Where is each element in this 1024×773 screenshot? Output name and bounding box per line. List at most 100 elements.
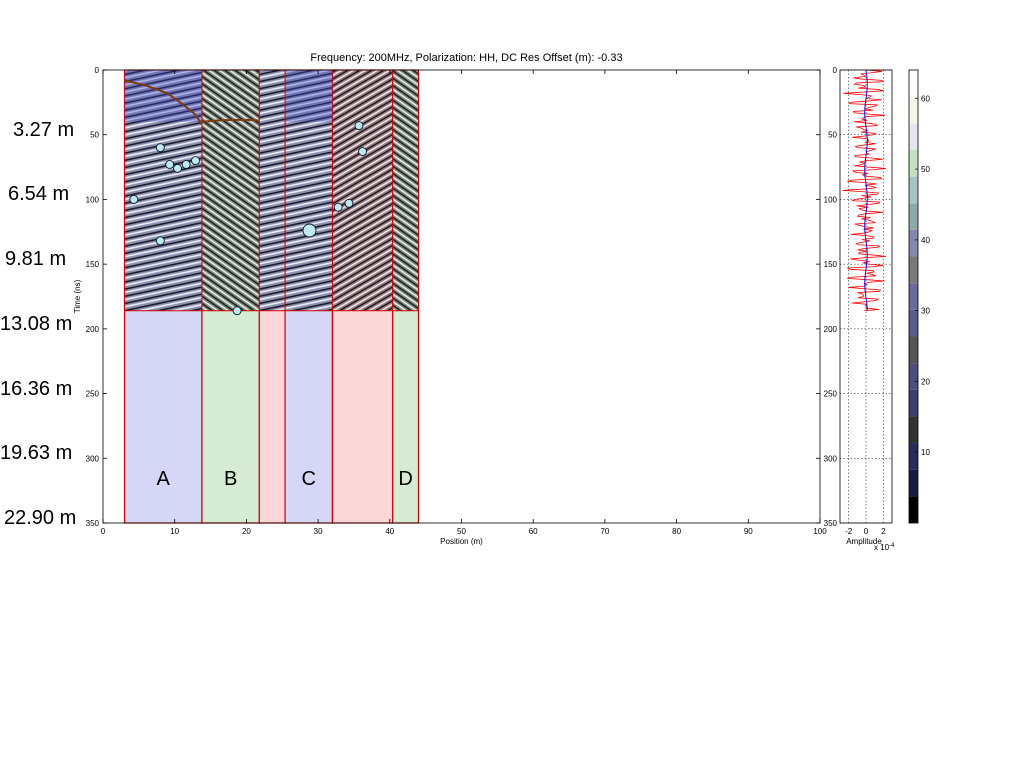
target-marker: [173, 163, 183, 173]
radar-band-3: [284, 69, 333, 312]
radargram-chart: Frequency: 200MHz, Polarization: HH, DC …: [73, 52, 827, 546]
colorbar-blocks: [909, 70, 918, 523]
colorbar-tick-label: 10: [921, 448, 930, 457]
y-tick-label: 250: [86, 390, 100, 399]
amplitude-chart: 0 50 100 150 200 250 300 350 -2 0 2 Amplitude x 1…: [824, 66, 895, 552]
colorbar-tick-label: 40: [921, 236, 930, 245]
depth-label: 6.54 m: [8, 183, 70, 206]
colorbar-block: [909, 229, 918, 257]
colorbar-block: [909, 443, 918, 470]
marker-layer: [129, 121, 368, 316]
depth-label: 16.36 m: [0, 377, 73, 400]
x-tick-label: 100: [813, 527, 827, 536]
x-tick-label: 90: [744, 527, 753, 536]
target-marker: [232, 306, 242, 316]
x-tick-label: 60: [529, 527, 538, 536]
x-tick-label: 70: [600, 527, 609, 536]
target-marker: [302, 223, 317, 238]
amplitude-y-tick-label: 200: [824, 325, 838, 334]
colorbar-tick-label: 60: [921, 94, 930, 103]
amplitude-trace: [842, 69, 886, 312]
colorbar-frame: [908, 69, 919, 524]
mean-trace: [864, 69, 868, 311]
horizon-line-0: [124, 79, 203, 125]
colorbar-block: [909, 496, 918, 523]
radargram-image: [124, 69, 419, 312]
radar-band-5: [392, 69, 419, 312]
amplitude-y-tick-label: 350: [824, 519, 838, 528]
colorbar-block: [909, 96, 918, 124]
x-tick-label: 50: [457, 527, 466, 536]
y-tick-label: 350: [86, 519, 100, 528]
zone-labels: A B C D: [157, 468, 413, 490]
zone-label-d: D: [398, 468, 412, 490]
y-tick-label: 200: [86, 325, 100, 334]
x-tick-label: 80: [672, 527, 681, 536]
amplitude-y-tick-label: 250: [824, 390, 838, 399]
x-tick-label: 20: [242, 527, 251, 536]
y-axis-ticks: 0 50 100 150 200 250 300 350: [86, 66, 820, 528]
radar-tint-0: [124, 70, 202, 122]
amplitude-y-tick-label: 50: [828, 131, 837, 140]
amplitude-x-ticks: -2 0 2: [845, 527, 886, 536]
colorbar-tick-label: 30: [921, 307, 930, 316]
colorbar-block: [909, 70, 918, 97]
colorbar-block: [909, 389, 918, 417]
zone-label-c: C: [302, 468, 316, 490]
colorbar-block: [909, 203, 918, 230]
zone-label-a: A: [157, 468, 171, 490]
x-axis-label: Position (m): [440, 537, 483, 546]
target-marker: [129, 194, 139, 204]
target-marker: [181, 160, 191, 169]
depth-label: 9.81 m: [5, 248, 67, 271]
colorbar-block: [909, 469, 918, 497]
depth-label: 19.63 m: [0, 442, 73, 465]
amplitude-y-tick-label: 150: [824, 260, 838, 269]
y-tick-label: 50: [90, 131, 99, 140]
chart-title: Frequency: 200MHz, Polarization: HH, DC …: [310, 52, 622, 64]
target-marker: [155, 143, 165, 153]
colorbar-block: [909, 336, 918, 364]
x-tick-label: 10: [170, 527, 179, 536]
amplitude-y-tick-label: 100: [824, 195, 838, 204]
amplitude-x-tick-label: 2: [881, 527, 886, 536]
x-tick-label: 0: [101, 527, 106, 536]
colorbar-tick-label: 50: [921, 165, 930, 174]
target-marker: [165, 160, 175, 169]
radar-band-4: [331, 69, 394, 312]
colorbar-ticks: 60 50 40 30 20 10: [915, 94, 930, 457]
colorbar-block: [909, 176, 918, 204]
x-tick-label: 30: [314, 527, 323, 536]
target-marker: [191, 156, 200, 166]
y-axis-label: Time (ns): [73, 279, 82, 313]
y-tick-label: 100: [86, 195, 100, 204]
colorbar: 60 50 40 30 20 10: [908, 69, 930, 524]
colorbar-block: [909, 149, 918, 177]
amplitude-exponent: x 10-4: [874, 543, 895, 552]
amplitude-x-label: Amplitude: [846, 537, 882, 546]
colorbar-block: [909, 123, 918, 150]
amplitude-exponent-power: -4: [889, 543, 895, 549]
target-marker: [344, 198, 354, 208]
y-tick-label: 0: [95, 66, 100, 75]
amplitude-y-tick-label: 300: [824, 454, 838, 463]
picked-horizons: [124, 79, 260, 125]
colorbar-block: [909, 283, 918, 310]
depth-label: 3.27 m: [13, 118, 75, 141]
target-marker: [155, 236, 165, 246]
radar-band-1: [201, 69, 260, 312]
colorbar-block: [909, 256, 918, 284]
colorbar-block: [909, 416, 918, 444]
target-marker: [358, 147, 368, 156]
y-tick-label: 300: [86, 454, 100, 463]
target-marker: [333, 202, 343, 212]
colorbar-block: [909, 363, 918, 390]
colorbar-tick-label: 20: [921, 377, 930, 386]
y-tick-label: 150: [86, 260, 100, 269]
colorbar-block: [909, 309, 918, 337]
x-axis-ticks: 0 10 20 30 40 50 60 70 80 90 100: [101, 70, 827, 536]
zone-label-b: B: [224, 468, 237, 490]
amplitude-y-ticks: 0 50 100 150 200 250 300 350: [824, 66, 838, 528]
